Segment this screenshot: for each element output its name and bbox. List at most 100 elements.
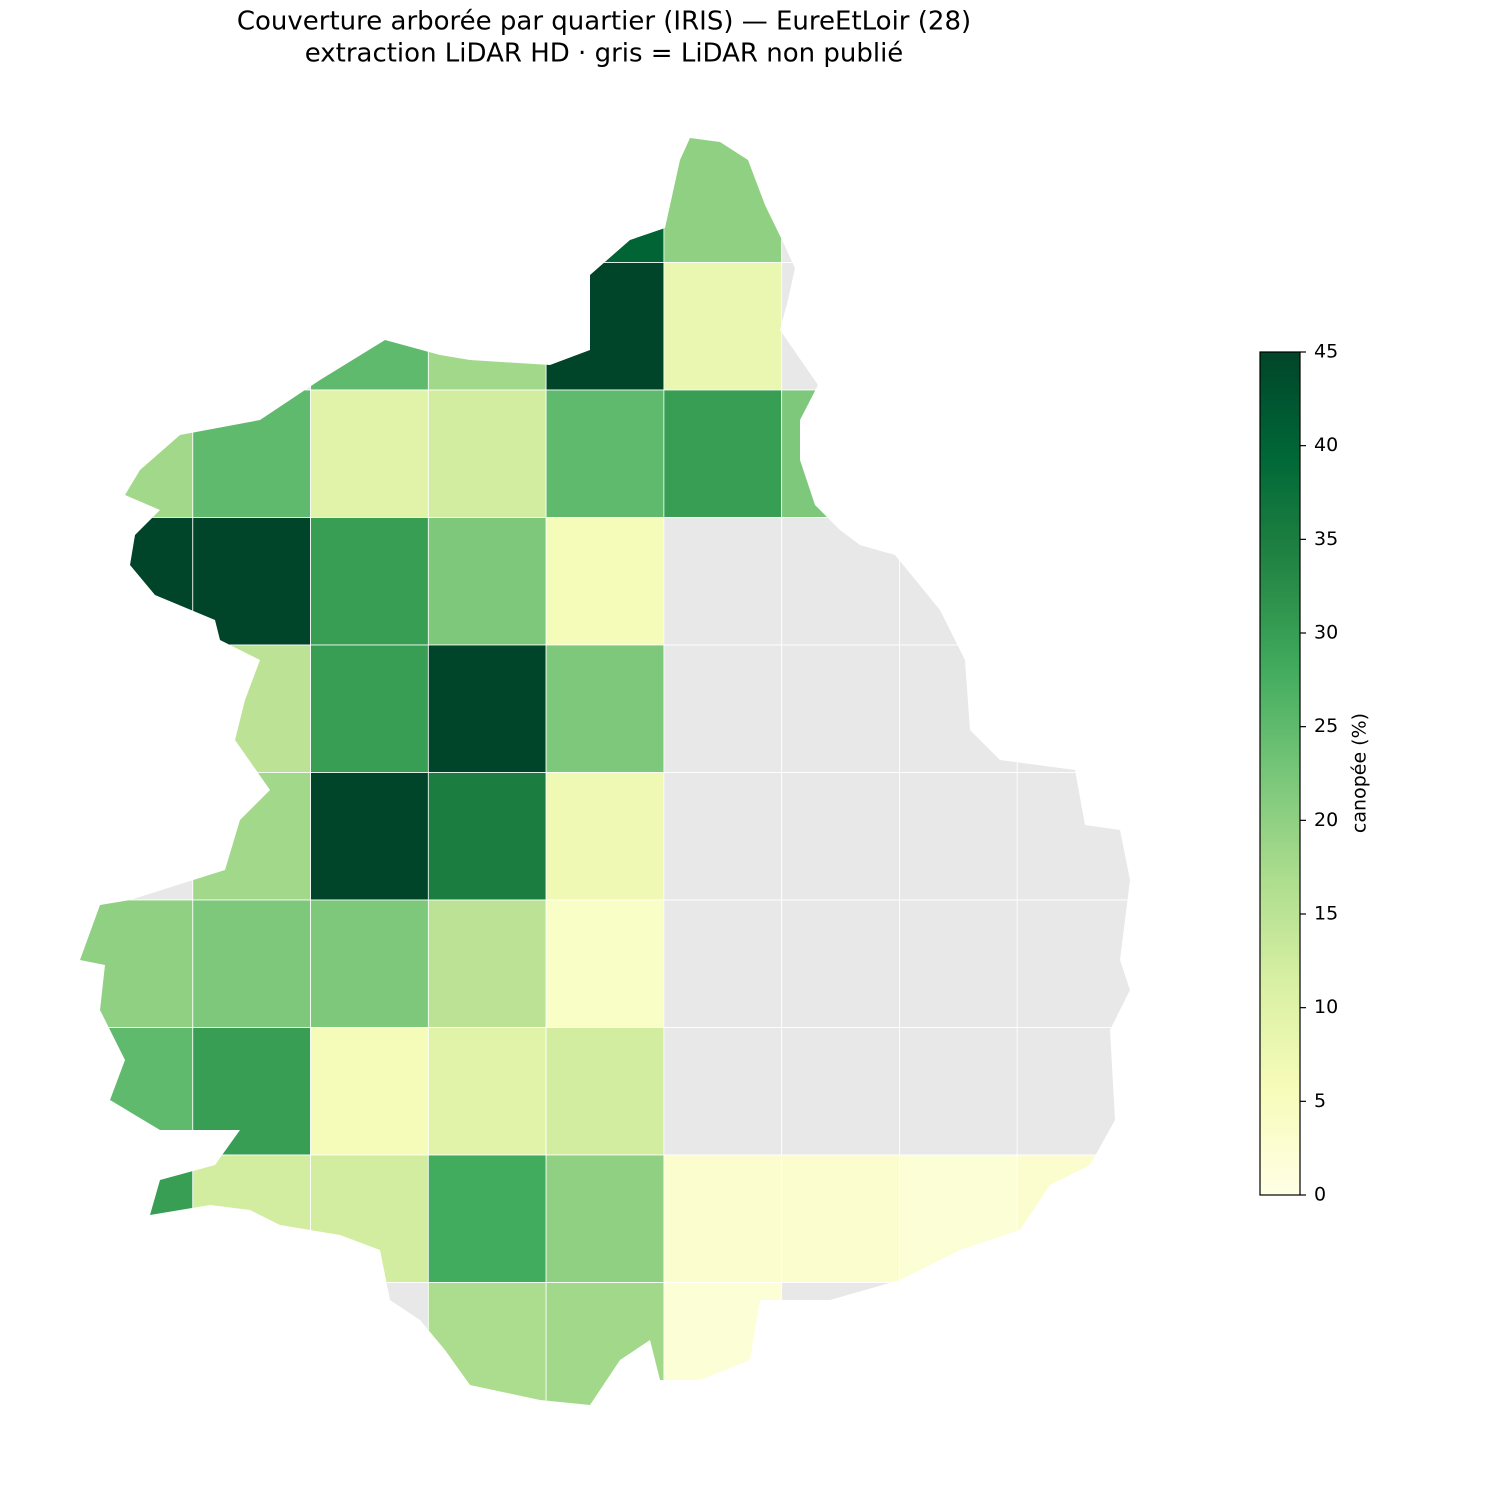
- region: [192, 1027, 311, 1156]
- region: [310, 517, 429, 646]
- colorbar-tick-label: 20: [1314, 809, 1338, 831]
- map-title: Couverture arborée par quartier (IRIS) —…: [237, 7, 971, 37]
- region: [80, 1282, 194, 1405]
- region: [310, 772, 429, 901]
- region: [80, 899, 194, 1028]
- colorbar-tick-label: 15: [1314, 903, 1338, 925]
- region: [1016, 1282, 1130, 1405]
- region: [427, 262, 547, 391]
- region: [80, 1027, 194, 1156]
- colorbar-tick-label: 0: [1314, 1184, 1326, 1206]
- region: [899, 138, 1018, 263]
- region: [192, 517, 311, 646]
- region: [192, 772, 311, 901]
- colorbar-tick-label: 25: [1314, 715, 1338, 737]
- region: [781, 1154, 900, 1283]
- region: [310, 1027, 429, 1156]
- region: [899, 389, 1018, 518]
- region: [1016, 899, 1130, 1028]
- region: [781, 138, 900, 263]
- region: [427, 899, 547, 1028]
- region: [1016, 1027, 1130, 1156]
- colorbar-tick-label: 30: [1314, 622, 1338, 644]
- region: [192, 138, 311, 263]
- region: [663, 1154, 783, 1283]
- region: [310, 262, 429, 391]
- region: [545, 389, 665, 518]
- region: [310, 1154, 429, 1283]
- region: [80, 138, 194, 263]
- region: [80, 644, 194, 773]
- colorbar: [1259, 351, 1301, 1196]
- region: [1016, 517, 1130, 646]
- region: [663, 389, 783, 518]
- colorbar-label: canopée (%): [1349, 713, 1371, 833]
- region: [663, 1282, 783, 1405]
- region: [545, 772, 665, 901]
- region: [899, 644, 1018, 773]
- region: [781, 644, 900, 773]
- region: [310, 389, 429, 518]
- region: [1016, 1154, 1130, 1283]
- region: [427, 1282, 547, 1405]
- region: [545, 1282, 665, 1405]
- region: [1016, 644, 1130, 773]
- region: [192, 389, 311, 518]
- colorbar-tick-label: 45: [1314, 341, 1338, 363]
- region: [192, 1154, 311, 1283]
- region: [192, 899, 311, 1028]
- region: [310, 138, 429, 263]
- region: [663, 1027, 783, 1156]
- region: [80, 262, 194, 391]
- region: [80, 1154, 194, 1283]
- region: [781, 389, 900, 518]
- region: [80, 389, 194, 518]
- region: [899, 1027, 1018, 1156]
- region: [899, 1282, 1018, 1405]
- region: [427, 389, 547, 518]
- region: [545, 899, 665, 1028]
- colorbar-tick-label: 40: [1314, 434, 1338, 456]
- region: [781, 262, 900, 391]
- region: [1016, 772, 1130, 901]
- colorbar-tick-label: 5: [1314, 1090, 1326, 1112]
- region: [781, 517, 900, 646]
- region: [192, 1282, 311, 1405]
- region: [899, 899, 1018, 1028]
- region: [781, 772, 900, 901]
- region: [80, 517, 194, 646]
- colorbar-tick-label: 35: [1314, 528, 1338, 550]
- region: [545, 1154, 665, 1283]
- region: [1016, 262, 1130, 391]
- map-subtitle: extraction LiDAR HD · gris = LiDAR non p…: [305, 39, 904, 69]
- map-regions: [80, 138, 1130, 1405]
- region: [310, 899, 429, 1028]
- colorbar-tick-label: 10: [1314, 996, 1338, 1018]
- region: [663, 899, 783, 1028]
- region: [545, 262, 665, 391]
- region: [899, 1154, 1018, 1283]
- region: [1016, 389, 1130, 518]
- region: [663, 138, 783, 263]
- region: [663, 262, 783, 391]
- region: [427, 772, 547, 901]
- region: [899, 517, 1018, 646]
- region: [427, 138, 547, 263]
- region: [192, 262, 311, 391]
- region: [310, 1282, 429, 1405]
- region: [545, 644, 665, 773]
- region: [80, 772, 194, 901]
- region: [427, 1154, 547, 1283]
- region: [781, 1282, 900, 1405]
- region: [310, 644, 429, 773]
- region: [1016, 138, 1130, 263]
- region: [781, 1027, 900, 1156]
- region: [899, 772, 1018, 901]
- region: [192, 644, 311, 773]
- region: [663, 517, 783, 646]
- region: [427, 1027, 547, 1156]
- region: [545, 138, 665, 263]
- region: [545, 517, 665, 646]
